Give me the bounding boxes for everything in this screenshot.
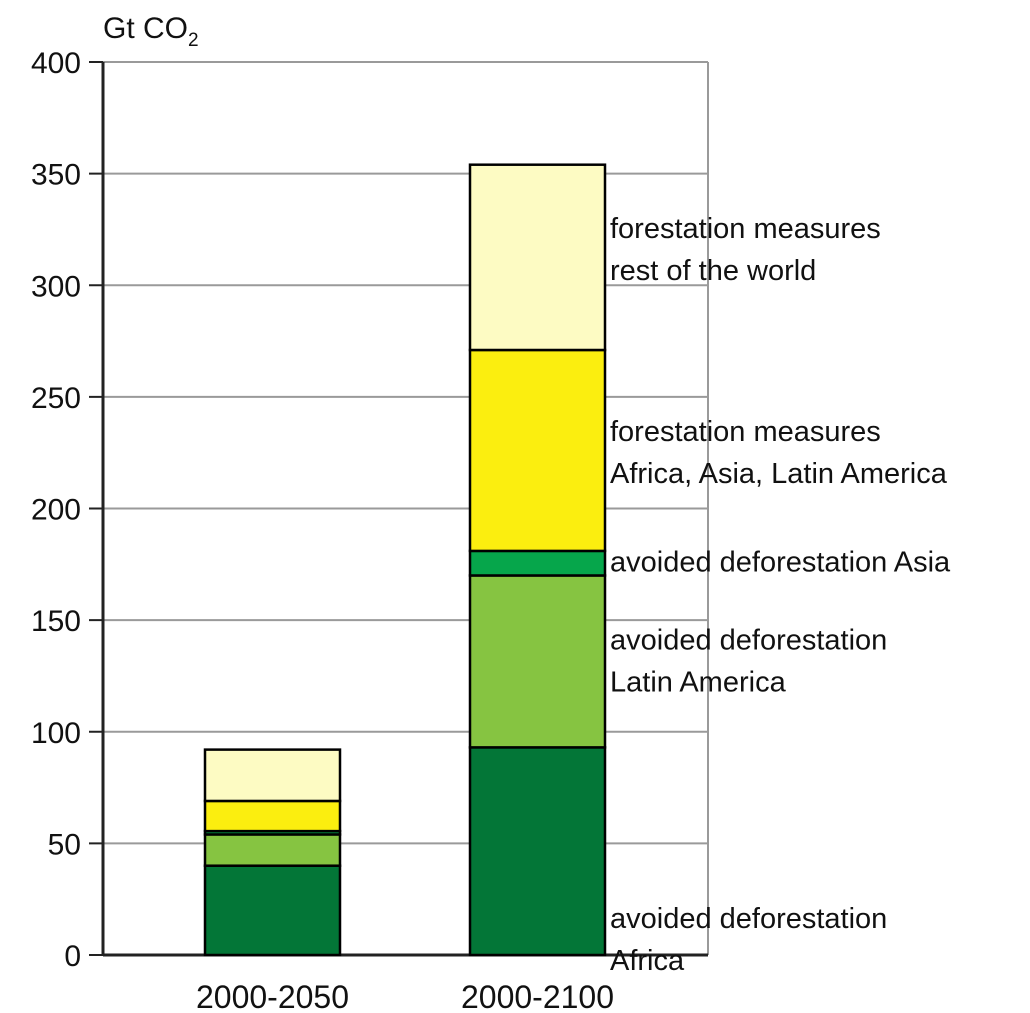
bar-la-0 [203,833,342,867]
y-tick-label: 400 [31,47,81,80]
y-tick-label: 100 [31,717,81,750]
y-tick-label: 250 [31,382,81,415]
bar-la-1 [468,574,607,749]
annotation-la-line-1: Latin America [610,666,787,698]
annotation-as-line-0: avoided deforestation Asia [610,546,951,578]
annotation-fa-line-0: forestation measures [610,416,881,448]
unit-label: Gt CO2 [103,12,199,51]
y-tick-label: 150 [31,605,81,638]
bar-fr-1 [468,163,607,352]
annotation-af-line-1: Africa [610,945,685,977]
bar-as-1 [468,549,607,577]
annotation-fa-line-1: Africa, Asia, Latin America [610,458,948,490]
unit-label-prefix: Gt CO [103,12,188,45]
y-tick-label: 300 [31,270,81,303]
bar-fa-0 [203,799,342,833]
series-annotations: avoided deforestation Africa avoided defor… [610,213,951,977]
annotation-fr-line-1: rest of the world [610,255,816,287]
axes: 0 50 100 150 200 250 300 350 400 2000-2050 2000-21… [31,47,708,1013]
x-tick-label: 2000-2050 [196,979,349,1013]
bar-af-1 [468,746,607,957]
annotation-af-line-0: avoided deforestation [610,903,887,935]
bar-af-0 [203,864,342,957]
unit-label-subscript: 2 [188,30,199,51]
grid-lines [103,61,709,955]
bar-fa-1 [468,348,607,553]
x-tick-label: 2000-2100 [461,979,614,1013]
y-tick-label: 350 [31,159,81,192]
y-tick-label: 0 [64,940,81,973]
y-tick-label: 50 [48,828,81,861]
y-tick-label: 200 [31,494,81,527]
annotation-fr-line-0: forestation measures [610,213,881,245]
annotation-la-line-0: avoided deforestation [610,624,887,656]
bar-fr-0 [203,748,342,803]
bars [203,163,607,957]
